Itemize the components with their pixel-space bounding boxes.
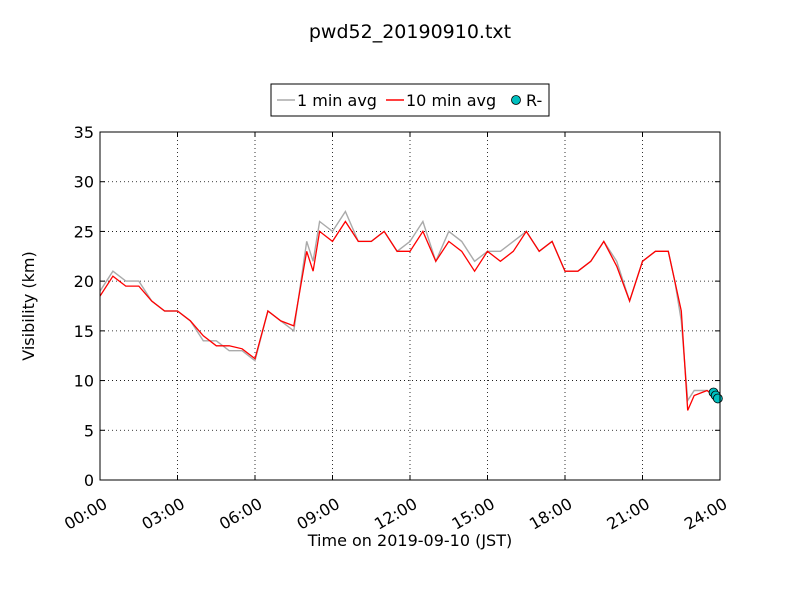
y-tick-label-0: 0	[84, 471, 94, 490]
legend-label-10min: 10 min avg	[406, 91, 496, 110]
y-tick-label-1: 5	[84, 421, 94, 440]
x-tick-label-3: 09:00	[293, 494, 342, 534]
x-tick-label-6: 18:00	[526, 494, 575, 534]
legend-label-r: R-	[526, 91, 542, 110]
y-tick-label-3: 15	[74, 322, 94, 341]
axis-ticks: 00:00 03:00 06:00 09:00 12:00 15:00 18:00 21:00…	[61, 123, 730, 534]
chart-title: pwd52_20190910.txt	[309, 21, 511, 43]
series-group	[99, 210, 723, 411]
legend-marker-r	[511, 95, 521, 105]
legend-box	[270, 83, 550, 117]
x-axis-label: Time on 2019-09-10 (JST)	[307, 531, 512, 550]
y-tick-label-2: 10	[74, 372, 94, 391]
series-point-r-2	[712, 393, 723, 404]
x-tick-label-5: 15:00	[448, 494, 497, 534]
grid	[99, 131, 721, 481]
series-line-10-min-avg	[99, 220, 721, 411]
y-tick-label-6: 30	[74, 173, 94, 192]
x-tick-label-1: 03:00	[138, 494, 187, 534]
y-tick-label-7: 35	[74, 123, 94, 142]
x-tick-label-4: 12:00	[371, 494, 420, 534]
legend: 1 min avg 10 min avg R-	[270, 83, 550, 117]
legend-label-1min: 1 min avg	[297, 91, 377, 110]
y-tick-label-4: 20	[74, 272, 94, 291]
x-tick-label-7: 21:00	[603, 494, 652, 534]
y-axis-label: Visibility (km)	[19, 251, 38, 360]
x-tick-label-0: 00:00	[61, 494, 110, 534]
x-tick-label-8: 24:00	[681, 494, 730, 534]
x-tick-label-2: 06:00	[216, 494, 265, 534]
y-tick-label-5: 25	[74, 222, 94, 241]
